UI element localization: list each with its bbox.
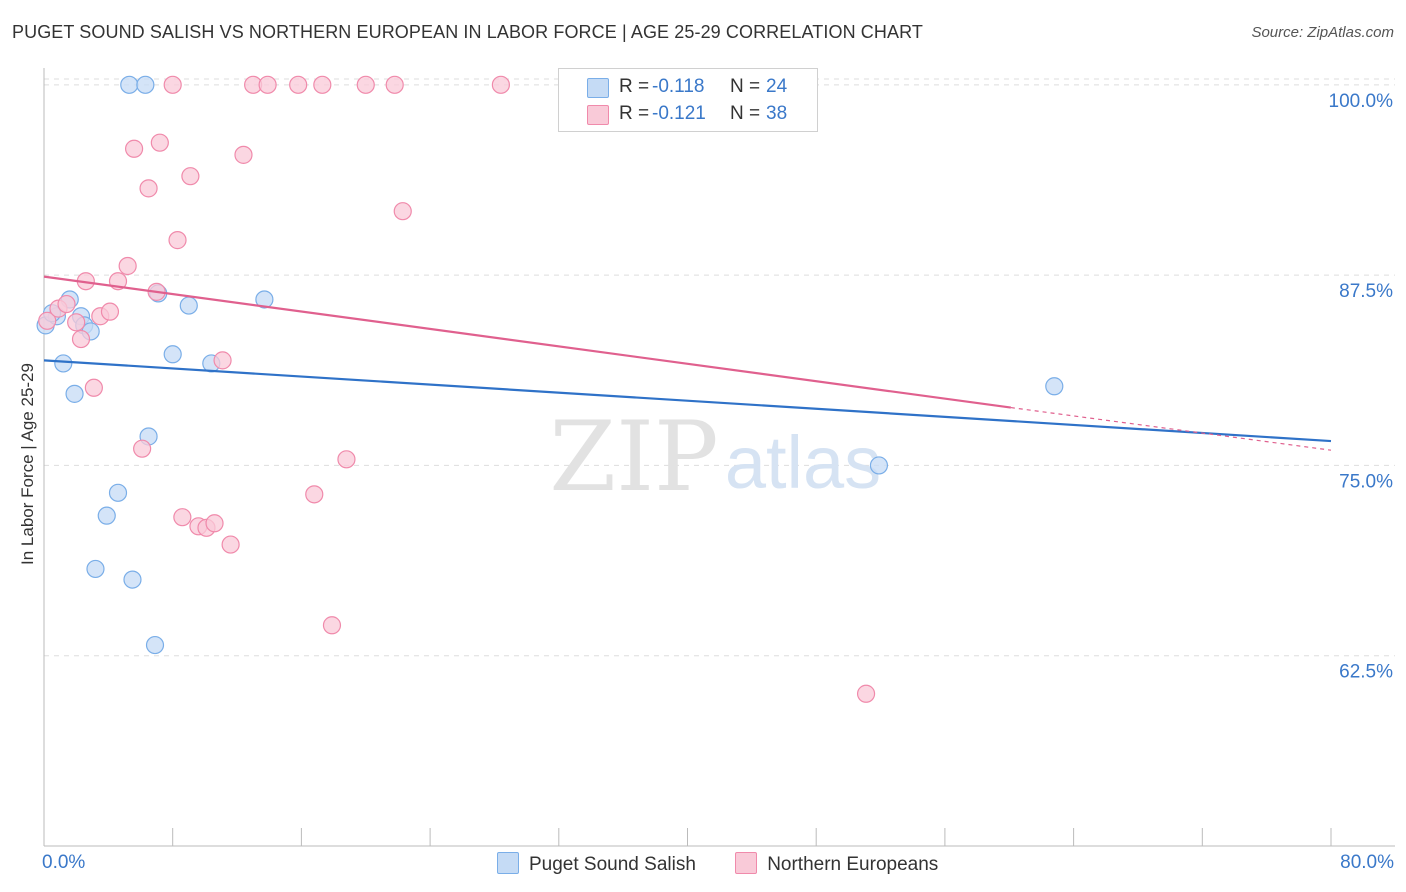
northern-swatch [587,105,609,125]
salish-point-10 [108,483,128,502]
northern-point-35 [491,75,510,94]
northern-point-23 [221,535,240,554]
northern-n-value: 38 [766,103,788,124]
stats-row-salish: R = -0.118 N = 24 [559,74,817,100]
salish-point-9 [97,506,116,525]
salish-point-18 [179,296,198,315]
salish-point-13 [136,75,155,94]
legend-label-northern: Northern Europeans [767,854,939,875]
stats-legend: R = -0.118 N = 24 R = -0.121 N = 38 [558,68,818,132]
salish-point-15 [145,635,165,655]
northern-point-32 [356,75,375,94]
axes [43,68,1395,847]
y-tick-label-62.5: 62.5% [1339,662,1393,683]
northern-point-17 [173,508,192,527]
northern-point-11 [124,139,144,158]
northern-point-27 [289,75,308,94]
salish-point-11 [120,75,139,94]
northern-point-0 [38,311,57,330]
northern-point-30 [322,616,342,635]
chart-title: PUGET SOUND SALISH VS NORTHERN EUROPEAN … [12,22,923,42]
northern-r-label: R = [619,103,650,124]
legend-swatch-salish [497,852,519,874]
northern-point-8 [100,302,120,321]
salish-swatch [587,78,609,98]
source-credit: Source: ZipAtlas.com [1251,24,1394,41]
x-tick-label-max: 80.0% [1340,852,1394,873]
northern-point-37 [163,75,182,94]
salish-point-8 [86,559,105,579]
northern-trend-extension [1010,406,1332,451]
northern-point-26 [258,75,277,94]
northern-point-15 [150,133,169,152]
northern-point-18 [181,167,200,186]
northern-point-36 [856,684,876,703]
y-tick-label-75: 75.0% [1339,471,1393,492]
northern-point-33 [385,75,404,94]
northern-point-12 [133,439,152,458]
salish-r-value: -0.118 [652,76,705,97]
northern-point-29 [313,75,332,94]
legend-item-salish: Puget Sound Salish [497,852,701,875]
northern-point-22 [213,351,232,370]
northern-point-24 [234,145,253,164]
stats-row-northern: R = -0.121 N = 38 [559,101,817,127]
salish-point-12 [123,570,142,589]
northern-point-3 [67,313,86,332]
legend-swatch-northern [735,852,758,874]
y-tick-labels: 62.5% 75.0% 87.5% 100.0% [1329,91,1394,683]
salish-point-21 [869,456,889,475]
legend-label-salish: Puget Sound Salish [529,854,696,875]
northern-point-2 [57,294,76,314]
series-legend: Puget Sound Salish Northern Europeans [497,852,938,876]
y-axis-title: In Labor Force | Age 25-29 [18,363,37,565]
data-points [36,75,1064,703]
salish-point-2 [54,354,73,373]
salish-point-4 [65,384,84,403]
northern-r-value: -0.121 [652,103,706,124]
y-tick-label-100: 100.0% [1329,91,1394,112]
watermark: ZIP atlas [549,401,881,513]
northern-point-16 [168,231,187,250]
x-tick-label-min: 0.0% [42,852,86,873]
salish-point-22 [1045,377,1064,396]
legend-item-northern: Northern Europeans [735,852,939,875]
salish-trend-line [43,359,1332,443]
northern-point-10 [118,256,137,276]
northern-point-21 [205,514,224,533]
northern-n-label: N = [730,103,761,124]
salish-n-label: N = [730,76,761,97]
northern-point-13 [139,179,158,198]
salish-point-17 [163,345,182,364]
salish-n-value: 24 [766,76,788,97]
northern-point-31 [337,450,356,469]
northern-point-34 [393,202,412,221]
trend-lines [43,275,1332,451]
salish-r-label: R = [619,76,650,97]
watermark-zip: ZIP [549,401,718,513]
salish-point-20 [255,290,274,309]
watermark-atlas: atlas [725,421,881,504]
northern-point-6 [84,378,103,397]
y-tick-label-87.5: 87.5% [1339,281,1393,302]
northern-point-4 [71,329,91,349]
northern-trend-line [43,275,1012,409]
northern-point-28 [305,485,324,504]
